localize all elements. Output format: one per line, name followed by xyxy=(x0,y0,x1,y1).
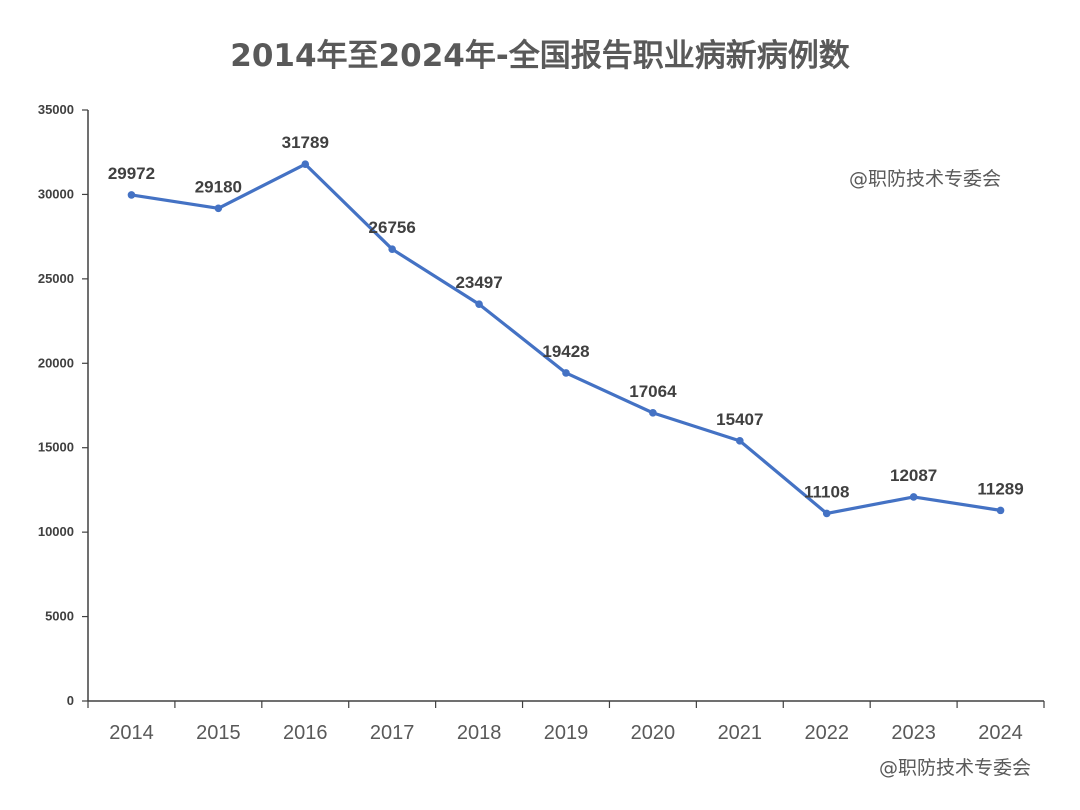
data-label: 12087 xyxy=(890,466,937,485)
y-tick-label: 5000 xyxy=(45,609,74,624)
x-tick-label: 2022 xyxy=(804,722,849,744)
data-point xyxy=(301,160,310,169)
x-tick-label: 2021 xyxy=(718,722,763,744)
x-tick-label: 2014 xyxy=(109,722,154,744)
y-tick-label: 30000 xyxy=(38,186,74,201)
x-tick-label: 2020 xyxy=(631,722,676,744)
data-label: 23497 xyxy=(455,273,502,292)
data-label: 31789 xyxy=(282,133,329,152)
data-label: 15407 xyxy=(716,410,763,429)
x-tick-label: 2016 xyxy=(283,722,328,744)
data-label: 29972 xyxy=(108,164,155,183)
data-point xyxy=(127,191,136,199)
data-point xyxy=(996,506,1005,515)
data-label: 11108 xyxy=(804,482,849,501)
x-tick-label: 2019 xyxy=(544,722,589,744)
data-label: 29180 xyxy=(195,177,242,196)
data-label: 19428 xyxy=(542,342,589,361)
x-axis-ticks: 2014 2015 2016 2017 2018 2019 2020 2021 2022 2023… xyxy=(87,701,1045,744)
x-tick-label: 2017 xyxy=(370,722,415,744)
y-tick-label: 15000 xyxy=(38,440,74,455)
y-tick-label: 35000 xyxy=(38,102,74,117)
x-tick-label: 2023 xyxy=(891,722,936,744)
data-label: 11289 xyxy=(977,479,1023,498)
data-point xyxy=(475,300,483,309)
y-tick-label: 25000 xyxy=(38,271,74,286)
series-line xyxy=(131,162,1001,516)
data-label: 26756 xyxy=(369,218,416,237)
y-tick-label: 0 xyxy=(67,693,74,708)
y-axis-ticks: 0 5000 10000 15000 20000 25000 30000 35000 xyxy=(38,102,88,708)
y-tick-label: 20000 xyxy=(38,355,74,370)
series-group xyxy=(127,160,1005,518)
x-tick-label: 2018 xyxy=(457,722,502,744)
watermark-inner: @职防技术专委会 xyxy=(849,168,1001,190)
data-labels: 29972 29180 31789 26756 23497 19428 17064 15407… xyxy=(108,133,1024,501)
data-label: 17064 xyxy=(629,382,677,401)
data-point xyxy=(649,409,657,417)
data-point xyxy=(388,245,396,254)
x-tick-label: 2024 xyxy=(978,722,1023,744)
data-point xyxy=(822,509,831,518)
data-point xyxy=(736,437,744,445)
data-point xyxy=(909,493,918,501)
watermark-bottom: @职防技术专委会 xyxy=(879,757,1031,779)
data-point xyxy=(562,369,570,377)
chart-title: 2014年至2024年-全国报告职业病新病例数 xyxy=(230,38,849,74)
data-point xyxy=(214,204,223,213)
y-tick-label: 10000 xyxy=(38,524,74,539)
x-tick-label: 2015 xyxy=(196,722,241,744)
